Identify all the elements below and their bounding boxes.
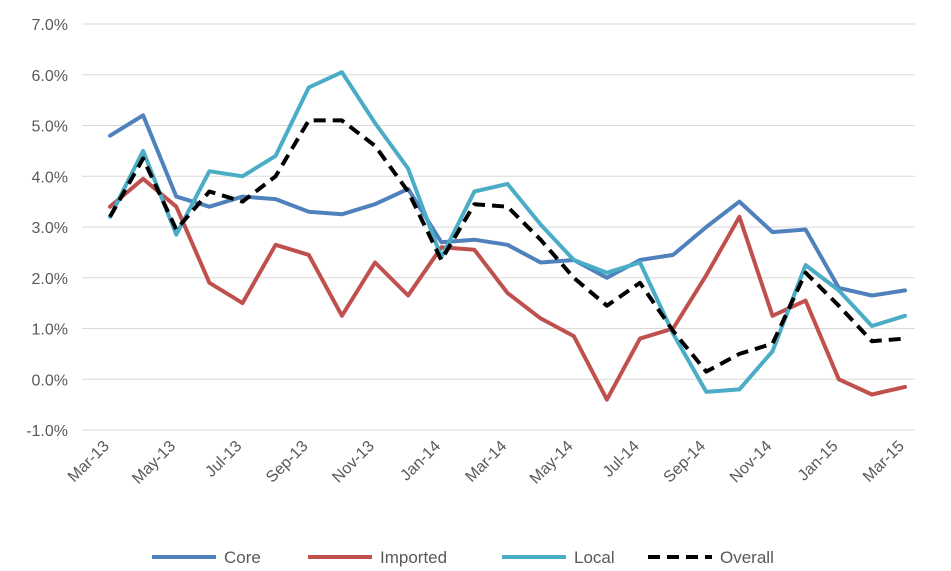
y-tick-label: 5.0% bbox=[32, 119, 68, 136]
x-tick-label: Jul-13 bbox=[202, 438, 245, 481]
x-tick-label: Mar-14 bbox=[462, 438, 510, 486]
x-tick-label: Nov-14 bbox=[727, 438, 776, 487]
series-lines bbox=[108, 70, 907, 402]
x-tick-label: Jul-14 bbox=[600, 438, 643, 481]
legend-label-overall: Overall bbox=[720, 548, 774, 567]
y-tick-label: 7.0% bbox=[32, 17, 68, 34]
legend-label-imported: Imported bbox=[380, 548, 447, 567]
y-tick-label: 2.0% bbox=[32, 271, 68, 288]
gridlines bbox=[82, 23, 915, 431]
x-tick-label: Jan-14 bbox=[397, 438, 444, 485]
legend-label-local: Local bbox=[574, 548, 615, 567]
y-axis-ticks: -1.0% 0.0% 1.0% 2.0% 3.0% 4.0% 5.0% 6.0% 7.0% bbox=[26, 17, 68, 440]
x-tick-label: May-14 bbox=[527, 438, 577, 488]
y-tick-label: 1.0% bbox=[32, 322, 68, 339]
y-tick-label: 4.0% bbox=[32, 169, 68, 186]
series-line-core bbox=[108, 113, 907, 298]
x-tick-label: Sep-14 bbox=[661, 438, 710, 487]
y-tick-label: -1.0% bbox=[26, 423, 68, 440]
series-line-overall bbox=[108, 118, 906, 374]
x-tick-label: Mar-15 bbox=[860, 438, 908, 486]
x-tick-label: Sep-13 bbox=[263, 438, 312, 487]
y-tick-label: 0.0% bbox=[32, 372, 68, 389]
series-line-local bbox=[108, 70, 907, 394]
x-tick-label: Jan-15 bbox=[795, 438, 842, 485]
legend-label-core: Core bbox=[224, 548, 261, 567]
series-line-imported bbox=[108, 176, 907, 402]
x-tick-label: May-13 bbox=[129, 438, 179, 488]
y-tick-label: 3.0% bbox=[32, 220, 68, 237]
x-tick-label: Mar-13 bbox=[65, 438, 113, 486]
x-tick-label: Nov-13 bbox=[329, 438, 378, 487]
x-axis-ticks: Mar-13 May-13 Jul-13 Sep-13 Nov-13 Jan-14 Mar-… bbox=[65, 438, 908, 488]
legend: Core Imported Local Overall bbox=[152, 548, 774, 567]
y-tick-label: 6.0% bbox=[32, 68, 68, 85]
